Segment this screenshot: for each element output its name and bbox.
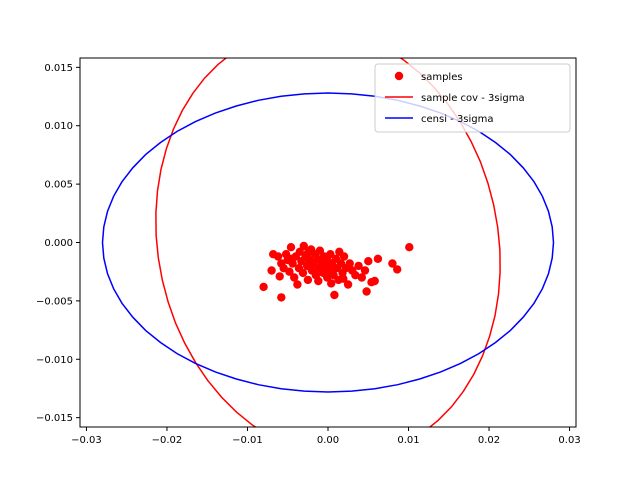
sample-point [273,252,283,261]
sample-point [345,259,354,268]
x-tick-label: −0.01 [232,435,263,446]
sample-point [293,280,302,289]
legend-box [374,63,571,133]
sample-point [285,267,294,276]
x-tick-label: −0.03 [71,435,102,446]
sample-point [351,271,360,280]
x-tick-label: 0.03 [558,435,580,446]
legend: samples sample cov - 3sigma censi - 3sigma [374,63,571,133]
ellipse-1 [155,58,501,427]
sample-point [357,273,366,282]
sample-point [286,243,296,252]
sample-point [323,273,332,282]
x-tick-label: 0.00 [317,435,339,446]
sample-point [330,290,339,300]
sample-point [267,266,276,275]
sample-point [314,276,323,286]
sample-point [373,254,383,263]
y-tick-label: 0.005 [44,180,73,191]
legend-label: sample cov - 3sigma [421,93,525,104]
y-tick-label: −0.005 [36,296,73,307]
x-tick-label: −0.02 [152,435,183,446]
sample-point [393,265,402,274]
sample-point [364,257,373,266]
legend-label: censi - 3sigma [421,114,494,125]
sample-point [370,276,379,286]
plot-area [101,58,555,427]
sample-point [287,254,296,263]
sample-point [405,243,414,252]
sample-point [343,280,353,289]
x-axis: −0.03 −0.02 −0.01 0.00 0.01 0.02 0.03 [71,427,581,446]
legend-label: samples [421,72,463,83]
sample-point [315,246,325,255]
sample-point [303,248,313,258]
sample-point [360,266,370,275]
y-axis: −0.015 −0.010 −0.005 0.000 0.005 0.010 0.015 [36,63,80,424]
sample-point [362,287,371,296]
sample-point [327,279,336,288]
x-tick-label: 0.01 [397,435,419,446]
sample-point [303,275,313,285]
sample-point [326,250,335,259]
sample-point [299,241,308,251]
sample-point [388,259,397,268]
legend-marker-samples [394,71,404,81]
y-tick-label: 0.015 [44,63,73,74]
sample-point [290,273,299,282]
sample-point [275,272,284,281]
sample-point [354,261,363,271]
y-tick-label: −0.010 [36,355,73,366]
sample-point [339,252,349,261]
sample-point [277,293,286,302]
y-tick-label: −0.015 [36,413,73,424]
y-tick-label: 0.010 [44,121,73,132]
sample-point [298,268,308,278]
y-tick-label: 0.000 [44,238,73,249]
x-tick-label: 0.02 [478,435,500,446]
sample-point [339,274,348,283]
sample-point [259,282,268,292]
